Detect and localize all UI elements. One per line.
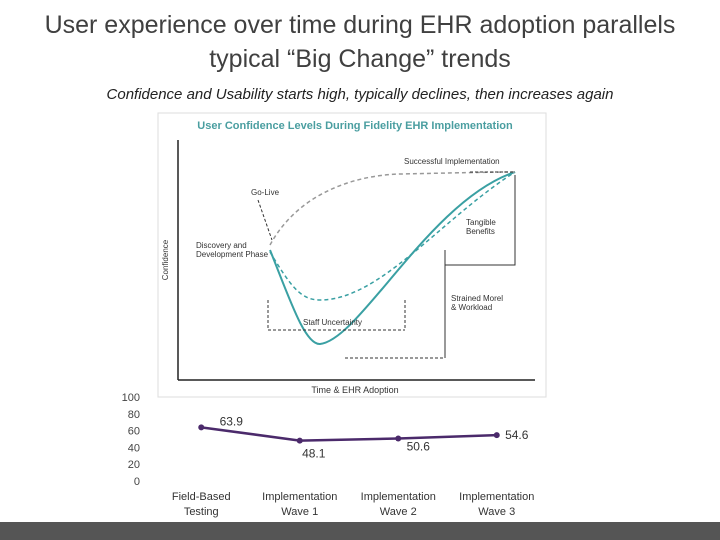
curve [269,171,516,301]
data-label: 50.6 [407,439,431,453]
slide-subtitle: Confidence and Usability starts high, ty… [106,86,614,103]
curve [269,171,516,346]
diagram-label-line: Successful Implementation [404,157,500,166]
data-label: 54.6 [505,428,529,442]
x-tick-label: Implementation Wave 2 [360,491,436,518]
point [395,435,402,442]
diagram-label-line: Staff Uncertainty [303,318,362,327]
point [198,424,205,431]
diagram-label: Discovery and Development Phase [196,241,269,259]
line [445,175,516,266]
y-tick-label: 80 [128,409,140,421]
slide-title: User experience over time during EHR ado… [44,11,676,73]
point [296,437,303,444]
y-tick-label: 20 [128,459,140,471]
diagram-label: Staff Uncertainty [303,318,362,327]
diagram-label: Successful Implementation [404,157,500,166]
diagram-label-line: Discovery and [196,241,247,250]
diagram: User Confidence Levels During Fidelity E… [157,112,547,398]
x-tick-label: Implementation Wave 3 [459,491,535,518]
y-tick-label: 0 [134,476,140,488]
diagram-label-line: Go-Live [251,188,280,197]
series-line [201,426,497,442]
y-tick-label: 60 [128,426,140,438]
diagram-frame [157,112,547,398]
y-tick-label: 40 [128,442,140,454]
diagram-title: User Confidence Levels During Fidelity E… [197,120,513,132]
footer-bar [0,522,720,540]
diagram-label-line: Development Phase [196,250,269,259]
diagram-label-line: Strained Morel [451,294,503,303]
x-tick-label: Field-Based Testing [171,491,231,518]
diagram-label: Strained Morel & Workload [451,294,503,312]
y-tick-label: 100 [122,392,140,404]
data-label: 48.1 [302,447,326,461]
point [493,432,500,439]
diagram-label-line: & Workload [451,303,492,312]
diagram-label: Go-Live [251,188,280,197]
data-label: 63.9 [220,414,244,428]
diagram-label-line: Tangible [466,218,496,227]
diagram-label: Tangible Benefits [466,218,496,236]
x-tick-label: Implementation Wave 1 [262,491,338,518]
arrow [257,199,273,241]
diagram-label-line: Benefits [466,227,495,236]
diagram-y-label: Confidence [161,239,170,280]
diagram-x-label: Time & EHR Adoption [311,385,398,395]
